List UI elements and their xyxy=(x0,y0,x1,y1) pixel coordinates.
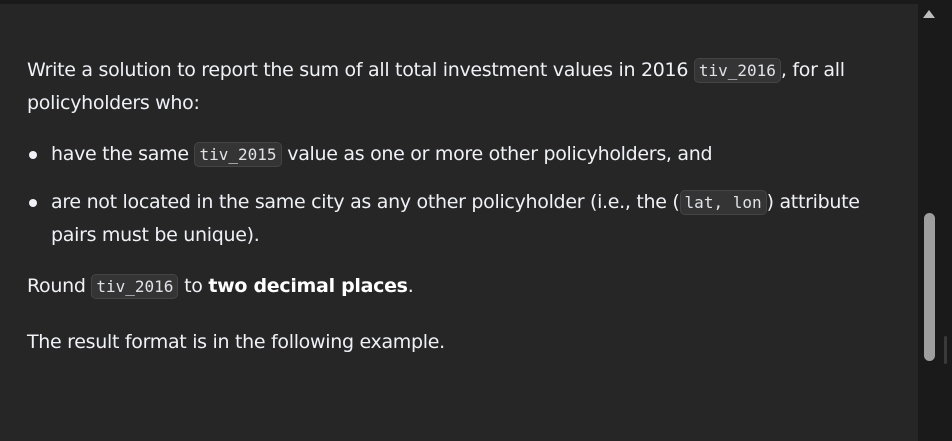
p1-text-before: Write a solution to report the sum of al… xyxy=(27,59,694,81)
bullet2-text-after: ) attribute pairs must be unique). xyxy=(51,191,860,246)
p2-text-after: . xyxy=(407,275,414,297)
p3-text: The result format is in the following ex… xyxy=(27,331,445,353)
code-tiv-2015: tiv_2015 xyxy=(194,142,282,167)
scroll-up-arrow-icon[interactable] xyxy=(923,10,935,18)
p2-text-before: Round xyxy=(27,275,92,297)
problem-description: Write a solution to report the sum of al… xyxy=(27,54,887,359)
code-lat-lon: lat, lon xyxy=(679,190,767,215)
scrollbar-track[interactable] xyxy=(918,4,952,441)
criteria-item-2: are not located in the same city as any … xyxy=(27,186,887,252)
bullet1-text-after: value as one or more other policyholders… xyxy=(281,143,713,165)
outer-scrollbar-thumb[interactable] xyxy=(944,336,947,364)
p1-text-after: , for all policyholders who: xyxy=(27,59,845,114)
bullet1-text-before: have the same xyxy=(51,143,195,165)
criteria-list: have the same tiv_2015 value as one or m… xyxy=(27,138,887,252)
scrollbar-thumb[interactable] xyxy=(924,213,935,361)
description-paragraph-3: The result format is in the following ex… xyxy=(27,326,887,359)
description-paragraph-2: Round tiv_2016 to two decimal places. xyxy=(27,270,887,303)
p2-bold-text: two decimal places xyxy=(208,275,408,297)
description-paragraph-1: Write a solution to report the sum of al… xyxy=(27,54,887,120)
bullet2-text-before: are not located in the same city as any … xyxy=(51,191,680,213)
bullet-dot-icon xyxy=(29,199,37,207)
criteria-item-1: have the same tiv_2015 value as one or m… xyxy=(27,138,887,171)
problem-description-panel: Write a solution to report the sum of al… xyxy=(0,4,918,441)
bullet-dot-icon xyxy=(29,151,37,159)
p2-text-middle: to xyxy=(178,275,209,297)
code-tiv-2016-round: tiv_2016 xyxy=(91,274,179,299)
code-tiv-2016: tiv_2016 xyxy=(693,58,781,83)
